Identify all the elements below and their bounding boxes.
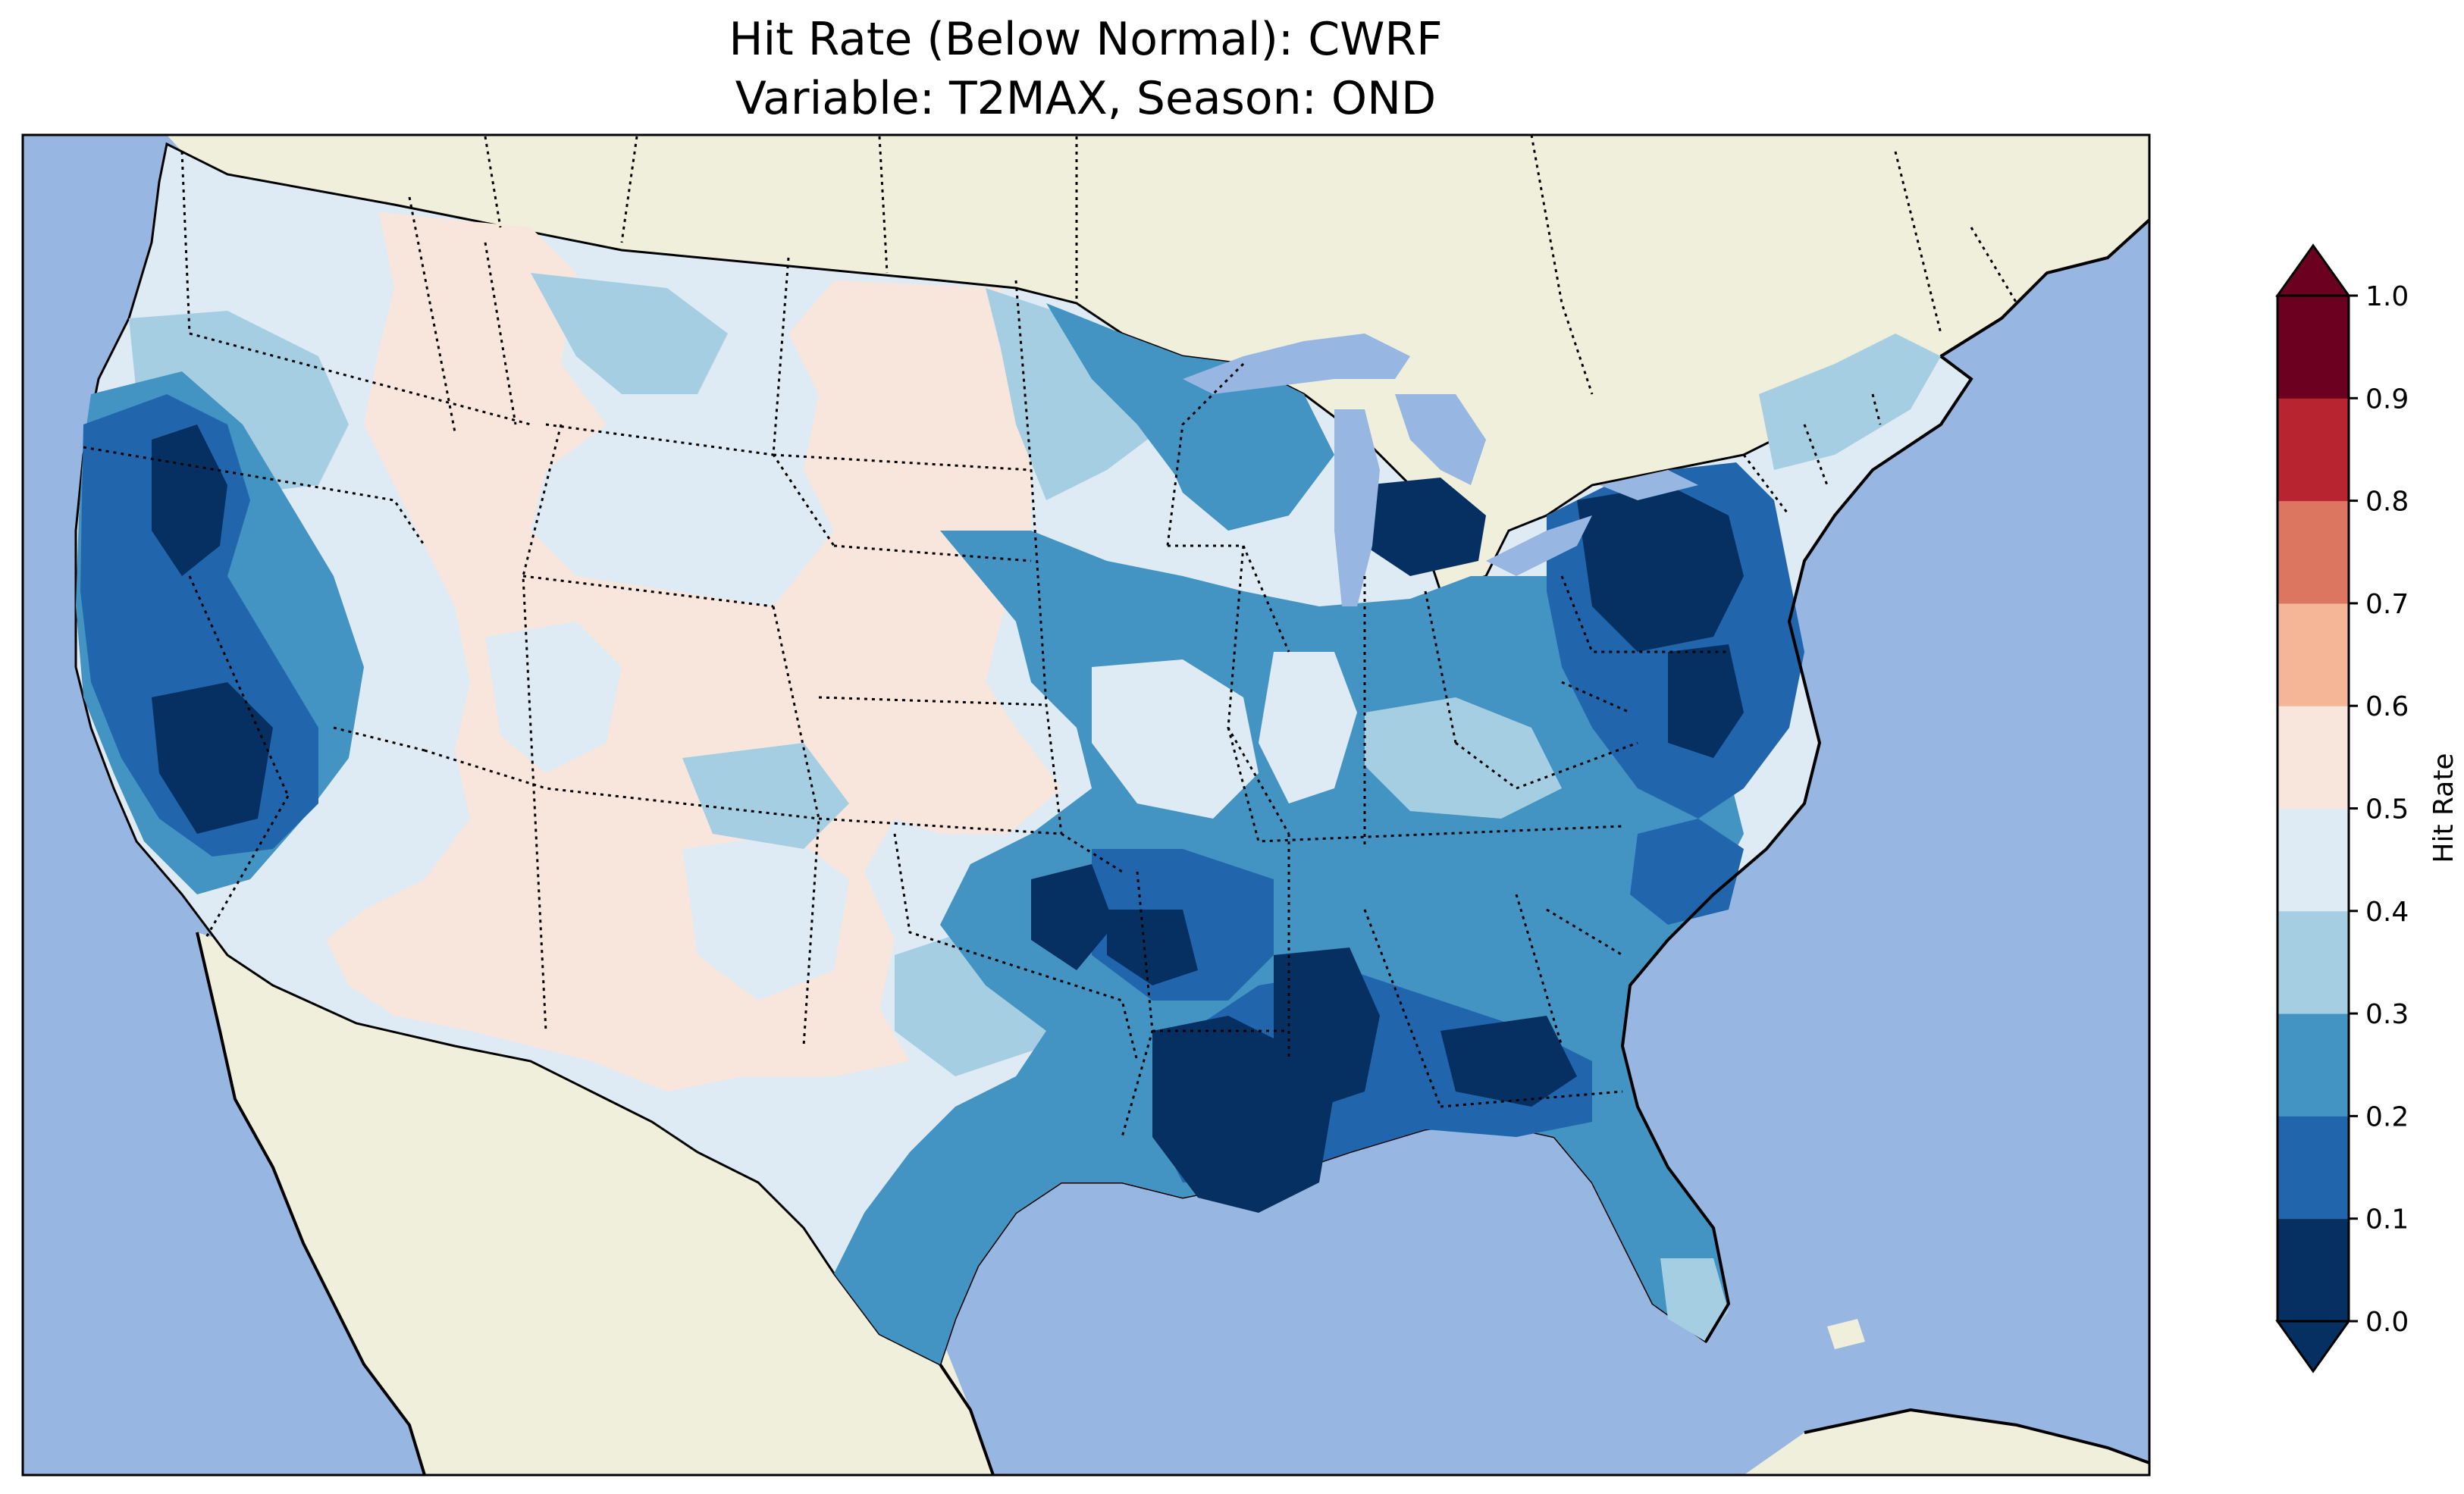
colorbar-bin-0 [2277, 1218, 2349, 1322]
colorbar-tick-label: 0.7 [2365, 589, 2409, 620]
field-region-light-nm [682, 834, 849, 1001]
colorbar-bin-3 [2277, 910, 2349, 1014]
map-title-line-2: Variable: T2MAX, Season: OND [735, 72, 1436, 125]
colorbar-tick-label: 0.0 [2365, 1307, 2409, 1338]
canada-land [167, 135, 2149, 591]
field-region-midlight-ne [1759, 334, 1941, 470]
field-region-midlight-fl [1660, 1258, 1729, 1342]
field-region-midlight-co [682, 743, 849, 849]
field-region-darkest-ga [1440, 1016, 1577, 1107]
colorbar-bin-7 [2277, 500, 2349, 604]
colorbar-tick-label: 0.2 [2365, 1101, 2409, 1132]
field-region-midlight-ky [1365, 697, 1562, 819]
lake-superior [1183, 334, 1410, 394]
colorbar-ticks: 0.0 0.1 0.2 0.3 0.4 0.5 0.6 0.7 0.8 0.9 1.0 [2349, 281, 2409, 1338]
field-region-medium-mi [1152, 409, 1304, 531]
state-borders [83, 151, 1882, 1138]
cuba-land [1744, 1410, 2149, 1475]
field-region-darkest-sierra [152, 682, 273, 834]
province-borders [484, 135, 2018, 395]
field-region-darkest-ar [1107, 910, 1198, 985]
colorbar-bin-2 [2277, 1013, 2349, 1117]
field-region-light-utah [485, 622, 622, 773]
lake-huron [1395, 394, 1486, 485]
colorbar-extend-max [2275, 243, 2351, 297]
mexico-land [197, 932, 993, 1475]
colorbar-tick-label: 0.6 [2365, 691, 2409, 722]
map-frame [21, 133, 2151, 1477]
field-region-darkest-ok [1031, 864, 1114, 970]
colorbar-tick-label: 0.9 [2365, 384, 2409, 415]
field-region-darkest-pa [1577, 485, 1744, 652]
map-title-line-1: Hit Rate (Below Normal): CWRF [729, 13, 1442, 66]
colorbar-tick-label: 0.4 [2365, 897, 2409, 928]
field-region-dark-nc [1630, 819, 1744, 925]
field-region-darkest-ms [1274, 947, 1380, 1107]
colorbar-tick-label: 0.5 [2365, 794, 2409, 825]
lake-michigan [1334, 409, 1380, 606]
bahamas-land [1827, 1319, 1865, 1349]
map-panel [23, 135, 2149, 1475]
colorbar-bins [2277, 296, 2349, 1322]
colorbar-bin-9 [2277, 296, 2349, 399]
colorbar-tick-label: 1.0 [2365, 281, 2409, 312]
field-region-darkest-va [1668, 644, 1744, 758]
lake-ontario [1600, 470, 1698, 500]
field-region-darkest-ca [152, 424, 227, 576]
field-region-light-il [1259, 652, 1357, 803]
lake-erie [1486, 515, 1592, 576]
colorbar-bin-6 [2277, 603, 2349, 706]
field-region-midlight-plains [986, 288, 1168, 500]
field-region-midlight-mt [531, 273, 728, 394]
colorbar-bin-5 [2277, 706, 2349, 809]
colorbar-label: Hit Rate [2428, 753, 2459, 863]
colorbar-bin-8 [2277, 398, 2349, 502]
colorbar: 0.0 0.1 0.2 0.3 0.4 0.5 0.6 0.7 0.8 0.9 1.0 Hit Ra… [2275, 243, 2459, 1373]
colorbar-tick-label: 0.3 [2365, 999, 2409, 1030]
field-region-light-mo [1092, 659, 1259, 819]
colorbar-bin-4 [2277, 808, 2349, 912]
field-region-darkest-mi [1365, 478, 1486, 576]
colorbar-bin-1 [2277, 1116, 2349, 1220]
coastlines [196, 218, 2149, 1475]
colorbar-extend-min [2275, 1320, 2351, 1373]
colorbar-tick-label: 0.1 [2365, 1204, 2409, 1236]
field-region-peach [326, 212, 1061, 1092]
colorbar-tick-label: 0.8 [2365, 487, 2409, 518]
